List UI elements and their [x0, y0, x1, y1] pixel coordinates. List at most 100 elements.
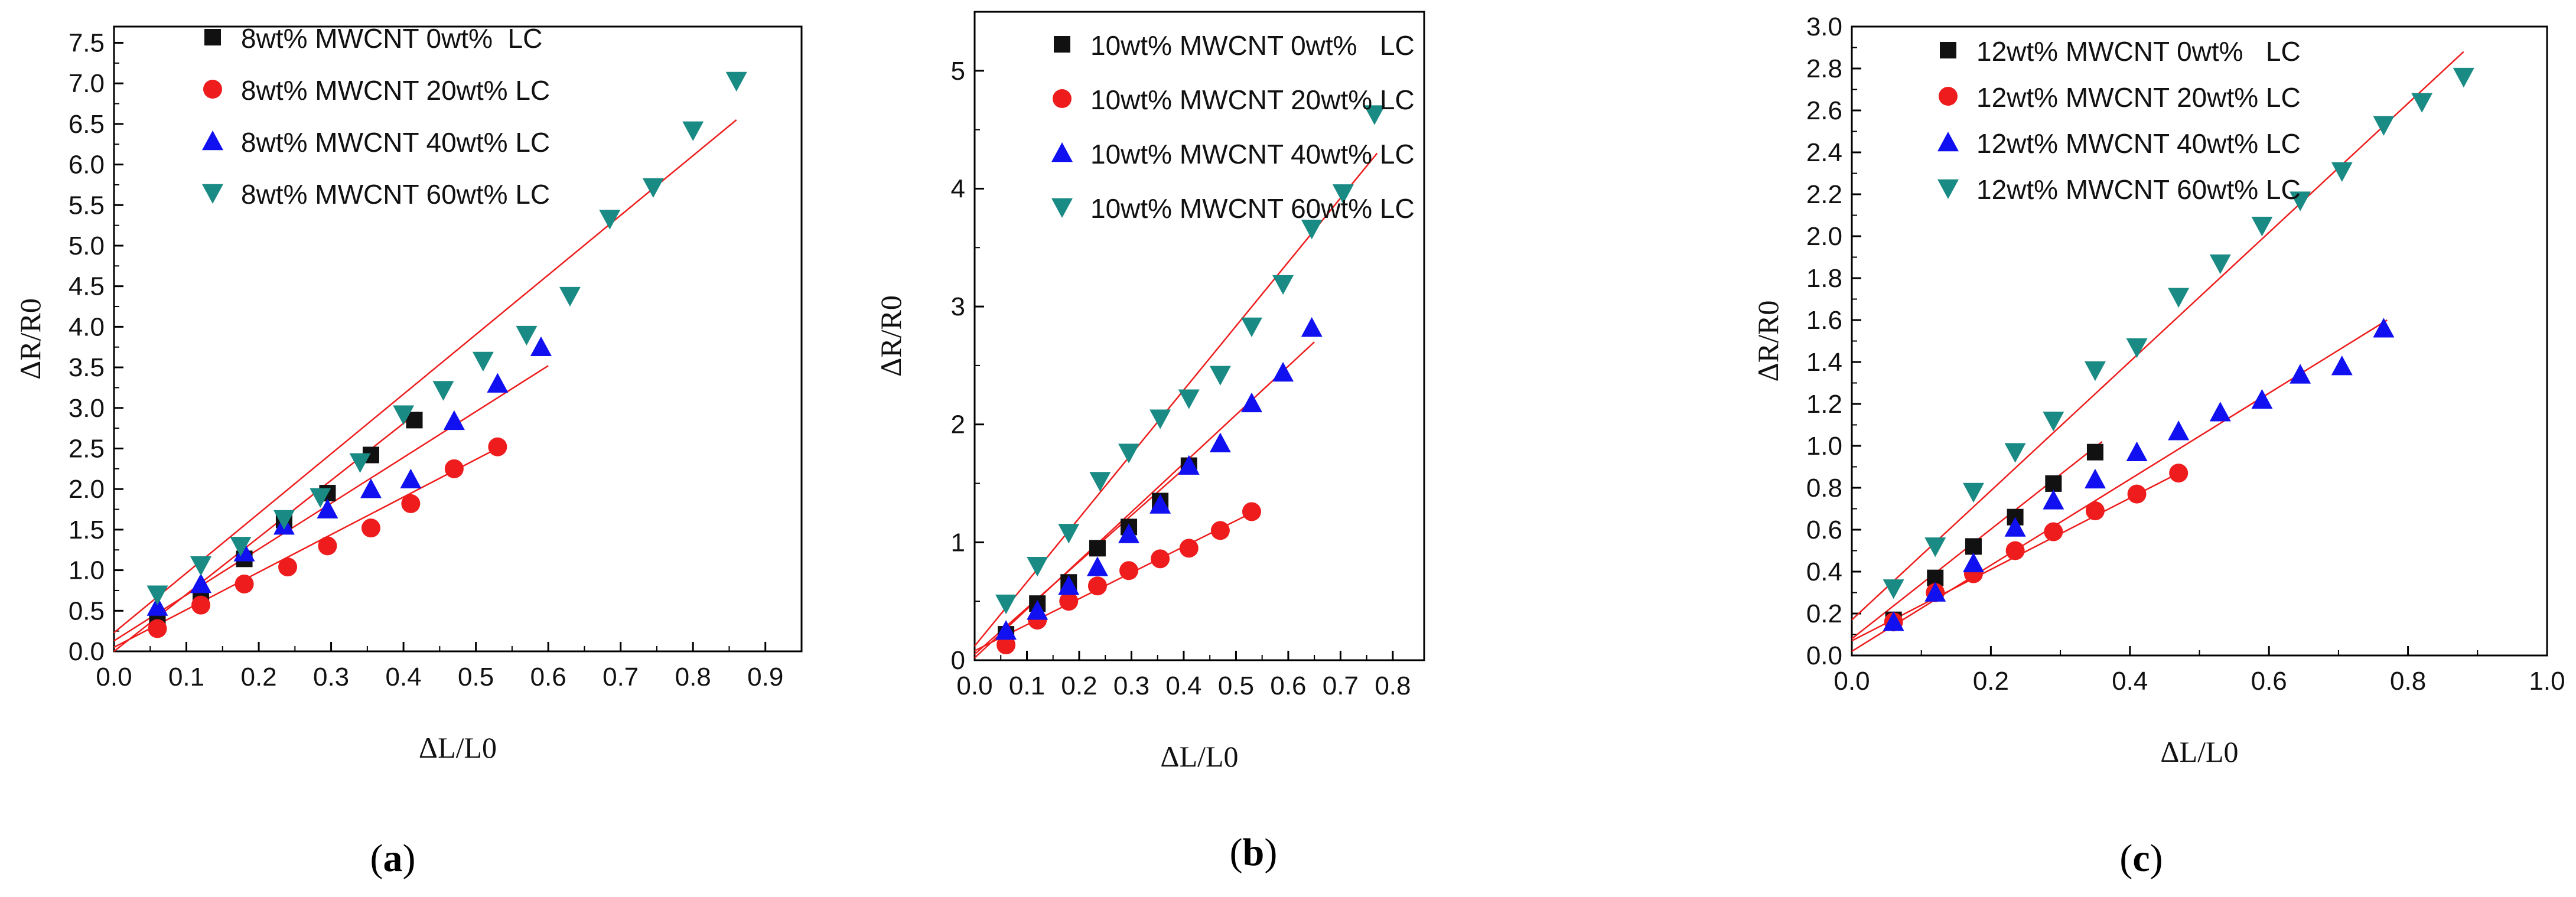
data-point: [191, 595, 211, 615]
data-point: [2168, 288, 2190, 308]
data-point: [559, 286, 581, 307]
legend-label: 10wt% MWCNT 20wt% LC: [1090, 84, 1415, 115]
data-point: [190, 573, 212, 593]
data-point: [1149, 494, 1171, 514]
data-point: [2126, 441, 2148, 461]
series-triangle-down: [1883, 67, 2474, 599]
data-point: [1087, 576, 1107, 596]
data-point: [278, 557, 298, 577]
data-point: [996, 635, 1016, 655]
data-point: [2251, 216, 2273, 237]
legend-label: 8wt% MWCNT 20wt% LC: [241, 75, 550, 106]
series-triangle-down: [146, 71, 747, 605]
data-point: [725, 71, 747, 92]
data-point: [310, 488, 331, 508]
y-tick-label: 7.5: [69, 28, 105, 57]
y-tick-label: 4.0: [69, 312, 105, 341]
y-tick-label: 4.5: [69, 272, 105, 301]
data-point: [2005, 541, 2025, 560]
legend-label: 8wt% MWCNT 0wt% LC: [241, 23, 542, 54]
data-point: [400, 468, 422, 489]
y-tick-label: 1.0: [69, 556, 105, 585]
y-axis-title: ΔR/R0: [874, 295, 907, 377]
y-axis-title: ΔR/R0: [1751, 301, 1784, 382]
y-tick-label: 1.5: [69, 516, 105, 544]
data-point: [360, 478, 382, 498]
x-tick-label: 0.8: [1375, 671, 1411, 700]
legend-label: 12wt% MWCNT 40wt% LC: [1976, 128, 2301, 159]
x-tick-label: 0.0: [96, 663, 132, 691]
y-tick-label: 7.0: [69, 69, 105, 98]
data-point: [2045, 475, 2062, 492]
data-point: [361, 518, 380, 538]
x-tick-label: 0.3: [313, 663, 349, 691]
data-point: [2127, 484, 2147, 504]
data-point: [432, 381, 454, 401]
data-point: [146, 585, 168, 605]
data-point: [146, 596, 168, 616]
panel-label: (a): [370, 837, 416, 880]
series-triangle-down: [995, 105, 1385, 615]
data-point: [1962, 482, 1984, 503]
data-point: [487, 373, 509, 393]
legend-marker: [1939, 87, 1958, 106]
data-point: [2331, 162, 2353, 182]
data-point: [317, 498, 338, 518]
y-tick-label: 1.8: [1806, 264, 1842, 293]
y-tick-label: 2.5: [69, 434, 105, 463]
x-tick-label: 0.2: [1973, 667, 2009, 696]
y-tick-label: 2.4: [1806, 138, 1842, 167]
data-point: [995, 594, 1017, 615]
data-point: [1149, 409, 1171, 429]
chart-panel-c: 0.0 0.2 0.4 0.6 0.8 1.0 0.0 0.2 0.4 0.6 0.8 1.0 1.2 1…: [1751, 12, 2565, 880]
x-tick-label: 0.5: [1218, 671, 1254, 700]
data-point: [488, 437, 507, 456]
plot-frame: [113, 25, 803, 653]
y-tick-label: 5: [951, 57, 965, 86]
x-tick-label: 0.4: [2112, 667, 2148, 696]
data-point: [1058, 524, 1080, 544]
x-tick-label: 0.1: [168, 663, 204, 691]
legend-marker: [1940, 42, 1956, 58]
x-tick-label: 0.7: [1323, 671, 1359, 700]
y-tick-label: 5.5: [69, 191, 105, 220]
data-point: [190, 556, 212, 576]
data-point: [1272, 361, 1294, 382]
data-point: [1151, 549, 1170, 569]
data-point: [2209, 402, 2231, 422]
y-tick-label: 6.5: [69, 110, 105, 139]
data-point: [1179, 539, 1199, 558]
data-point: [2453, 67, 2474, 88]
data-point: [2209, 254, 2231, 275]
data-point: [233, 542, 255, 562]
y-tick-label: 0: [951, 646, 965, 675]
data-point: [1118, 443, 1140, 464]
legend-label: 12wt% MWCNT 60wt% LC: [1976, 174, 2301, 205]
panel-label: (b): [1230, 831, 1278, 874]
x-tick-label: 0.6: [530, 663, 566, 691]
series-triangle-up: [1883, 318, 2395, 631]
y-tick-label: 2.0: [1806, 222, 1842, 251]
data-point: [530, 336, 552, 357]
legend-marker: [1937, 179, 1959, 199]
data-point: [235, 574, 254, 593]
data-point: [1178, 389, 1200, 409]
data-point: [2004, 443, 2026, 463]
data-point: [1178, 455, 1200, 475]
data-point: [1883, 579, 1904, 599]
data-point: [642, 178, 664, 198]
data-point: [444, 459, 464, 478]
y-tick-label: 1.4: [1806, 348, 1842, 377]
legend-label: 8wt% MWCNT 60wt% LC: [241, 179, 550, 210]
y-tick-label: 5.0: [69, 231, 105, 260]
x-tick-label: 0.0: [956, 671, 992, 700]
data-point: [393, 405, 415, 425]
series-triangle-up: [995, 317, 1323, 640]
data-point: [2251, 389, 2273, 409]
series-square: [1885, 443, 2103, 628]
x-tick-label: 0.6: [2251, 667, 2287, 696]
data-point: [1119, 561, 1139, 580]
x-tick-label: 0.8: [2390, 667, 2426, 696]
fit-line: [113, 119, 737, 634]
x-tick-label: 0.8: [675, 663, 711, 691]
